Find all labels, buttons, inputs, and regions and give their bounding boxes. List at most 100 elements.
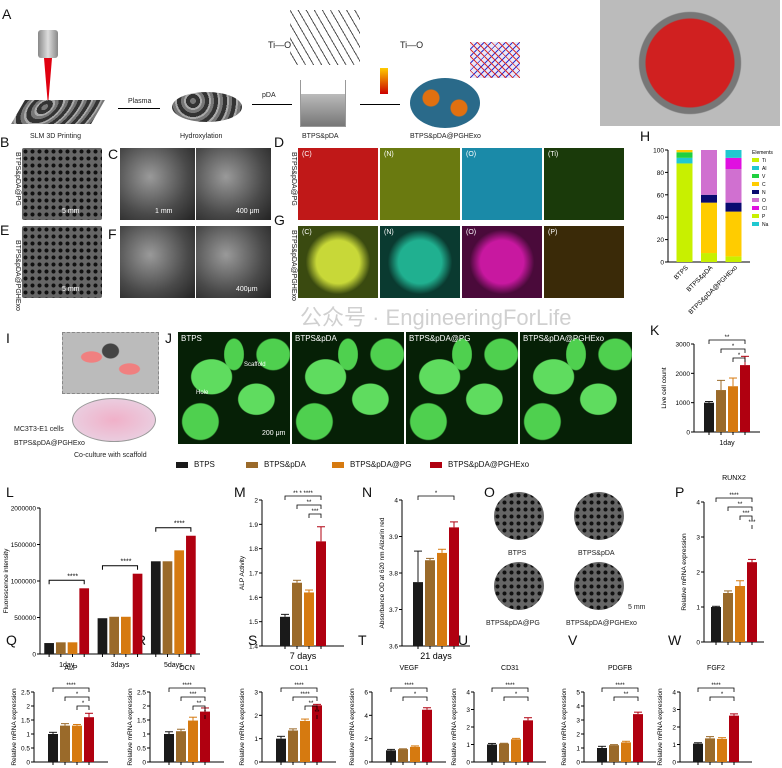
- bar: [597, 748, 607, 762]
- scale-bar-label: 200 μm: [262, 430, 286, 437]
- significance-label: *: [435, 491, 438, 497]
- arrow-icon: [252, 104, 292, 105]
- significance-label: ***: [311, 509, 319, 515]
- significance-label: ****: [67, 573, 78, 580]
- y-axis-label: Fluorescence intensity: [3, 548, 10, 613]
- scale-bar-label: 5 mm: [62, 208, 80, 215]
- significance-label: ****: [121, 559, 132, 566]
- y-tick-label: 3.8: [389, 571, 398, 578]
- channel-label: (C): [302, 229, 312, 236]
- y-tick-label: 1.8: [249, 546, 258, 553]
- panel-label-j: J: [165, 330, 172, 346]
- significance-bracket: [155, 527, 192, 532]
- x-tick-label: BTPS&pDA@PGHExo: [687, 264, 739, 316]
- significance-label: **: [725, 335, 730, 341]
- sem-zoom-pghexo: 400μm: [196, 226, 271, 298]
- legend-item: BTPS&pDA@PGHExo: [430, 460, 529, 469]
- legend-item: BTPS&pDA@PG: [332, 460, 411, 469]
- hydrogel-network: [470, 42, 520, 78]
- coculture-caption: Co-culture with scaffold: [74, 452, 147, 459]
- y-axis-label: Relative mRNA expression: [657, 688, 664, 766]
- legend-label: N: [762, 190, 766, 196]
- image-title: BTPS&pDA@PGHExo: [523, 334, 605, 343]
- chart-title: RUNX2: [722, 475, 746, 482]
- significance-bracket: [402, 696, 428, 701]
- sphere-render: [600, 0, 780, 126]
- significance-label: **: [624, 692, 629, 698]
- row-label-pghexo: BTPS&pDA@PGHExo: [14, 240, 21, 311]
- legend-label: BTPS&pDA@PG: [350, 460, 412, 469]
- significance-bracket: [304, 705, 318, 710]
- hydroxylated-scaffold: [172, 92, 242, 122]
- arrow-label-pda: pDA: [262, 92, 276, 99]
- bar: [121, 616, 131, 654]
- bar: [72, 725, 82, 762]
- bar: [499, 743, 509, 762]
- bar: [398, 749, 408, 762]
- bar: [60, 725, 70, 762]
- bar: [109, 616, 119, 654]
- panel-label-d: D: [274, 134, 285, 150]
- scaffold-annotation: Scaffold: [244, 362, 266, 368]
- bar: [740, 365, 750, 432]
- bar: [705, 738, 715, 762]
- significance-bracket: [76, 705, 90, 710]
- panel-label-g: G: [274, 212, 285, 228]
- fluorescence-btps-pda-pghexo: BTPS&pDA@PGHExo: [520, 332, 632, 444]
- eds-map-c: (C): [298, 148, 378, 220]
- panel-label-k: K: [650, 322, 660, 338]
- bar: [693, 743, 703, 762]
- significance-bracket: [48, 579, 85, 585]
- bar: [449, 527, 459, 646]
- y-tick-label: 1: [26, 732, 30, 739]
- bar: [186, 535, 196, 654]
- significance-bracket: [739, 515, 753, 520]
- bar: [176, 731, 186, 762]
- stacked-segment-Na: [725, 150, 742, 158]
- significance-label: *: [76, 692, 79, 698]
- bar: [386, 750, 396, 762]
- legend-swatch: [752, 190, 759, 194]
- stacked-segment-N: [701, 194, 717, 203]
- significance-label: *: [732, 344, 735, 350]
- y-tick-label: 0: [686, 430, 690, 437]
- y-tick-label: 0: [364, 760, 368, 767]
- y-tick-label: 40: [657, 215, 665, 222]
- channel-label: (O): [466, 229, 477, 236]
- stained-scaffold-btps: [494, 492, 544, 540]
- y-tick-label: 2: [26, 704, 30, 711]
- significance-label: *: [414, 692, 417, 698]
- significance-label: *: [204, 710, 207, 716]
- sem-image-pg: 1 mm: [120, 148, 195, 220]
- stacked-segment-P: [725, 256, 742, 262]
- watermark: 公众号 · EngineeringForLife: [300, 305, 572, 330]
- y-tick-label: 0: [32, 652, 36, 659]
- legend-swatch: [752, 198, 759, 202]
- eds-map-o-2: (O): [462, 226, 542, 298]
- legend-swatch: [752, 158, 759, 162]
- y-tick-label: 1.5: [137, 718, 146, 725]
- panel-label-r: R: [136, 632, 147, 648]
- y-tick-label: 0: [26, 760, 30, 767]
- y-tick-label: 0.5: [137, 746, 146, 753]
- significance-label: **: [307, 500, 312, 506]
- y-tick-label: 0.5: [21, 746, 30, 753]
- y-tick-label: 1: [576, 746, 580, 753]
- significance-bracket: [503, 696, 529, 701]
- x-tick-label: 5days: [164, 662, 183, 669]
- significance-label: *: [82, 701, 85, 707]
- bar: [413, 582, 423, 646]
- significance-label: *: [721, 692, 724, 698]
- x-tick-label: 1day: [59, 662, 75, 669]
- fluorescence-btps-pda-pg: BTPS&pDA@PG: [406, 332, 518, 444]
- stacked-segment-C: [725, 211, 742, 257]
- cells-label: MC3T3-E1 cells: [14, 426, 64, 433]
- y-tick-label: 4: [672, 690, 676, 697]
- panel-label-h: H: [640, 128, 651, 144]
- legend-label: P: [762, 214, 766, 220]
- significance-bracket: [292, 696, 318, 701]
- significance-bracket: [417, 495, 455, 500]
- legend-title: Elements: [752, 150, 773, 156]
- channel-label: (Ti): [548, 151, 559, 158]
- y-tick-label: 2: [696, 570, 700, 577]
